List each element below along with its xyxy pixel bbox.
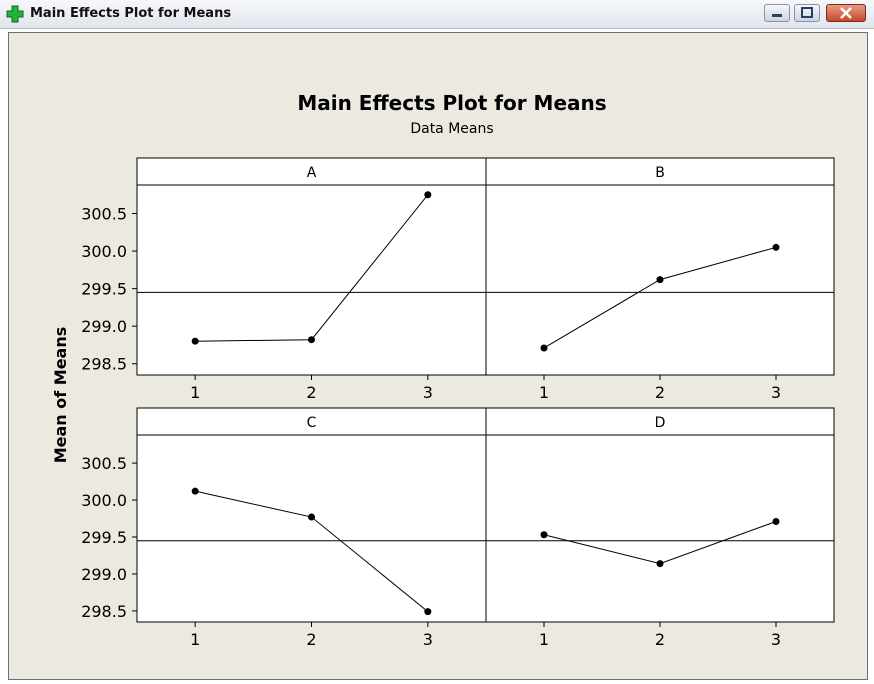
maximize-button[interactable] [794, 4, 820, 22]
x-tick-label: 1 [190, 383, 200, 402]
y-tick-label: 298.5 [81, 602, 127, 621]
y-tick-label: 299.5 [81, 528, 127, 547]
data-point [424, 608, 432, 616]
panel-b: B 1 2 3 [485, 157, 835, 402]
y-tick-label: 298.5 [81, 355, 127, 374]
x-tick-label: 1 [190, 630, 200, 649]
x-tick-label: 2 [655, 383, 665, 402]
panel-c: C 1 2 3 298.5 299.0 299.5 300.0 300.5 [81, 407, 487, 649]
y-tick-label: 300.0 [81, 242, 127, 261]
window-title: Main Effects Plot for Means [30, 6, 232, 21]
y-tick-label: 300.5 [81, 205, 127, 224]
data-point [191, 337, 199, 345]
y-tick-label: 300.0 [81, 491, 127, 510]
x-tick-label: 2 [306, 630, 316, 649]
x-tick-label: 3 [423, 383, 433, 402]
y-tick-label: 299.0 [81, 317, 127, 336]
data-point [540, 344, 548, 352]
panel-label-b: B [655, 165, 665, 181]
panel-grid: A 1 2 3 298.5 299.0 299.5 300.0 300.5 B 1 2 3 C 1 2 3 298… [81, 157, 835, 649]
panel-label-d: D [655, 415, 666, 431]
panel-frame [485, 157, 835, 376]
panel-d: D 1 2 3 [485, 407, 835, 649]
x-tick-label: 1 [539, 383, 549, 402]
panel-label-a: A [307, 165, 317, 181]
green-plus-icon [6, 5, 24, 23]
x-tick-label: 1 [539, 630, 549, 649]
data-point [308, 336, 315, 344]
data-point [656, 560, 664, 568]
minimize-button[interactable] [764, 4, 790, 22]
title-bar[interactable]: Main Effects Plot for Means [0, 0, 874, 29]
close-button[interactable] [826, 4, 866, 22]
x-tick-label: 3 [771, 630, 781, 649]
y-tick-label: 299.0 [81, 565, 127, 584]
x-tick-label: 2 [306, 383, 316, 402]
y-tick-label: 300.5 [81, 454, 127, 473]
x-tick-label: 2 [655, 630, 665, 649]
data-point [308, 513, 315, 521]
data-point [656, 276, 664, 284]
x-tick-label: 3 [423, 630, 433, 649]
data-point [772, 243, 780, 251]
chart-subtitle: Data Means [410, 121, 493, 137]
close-icon [840, 7, 852, 19]
maximize-icon [801, 7, 813, 18]
data-point [191, 487, 199, 495]
panel-frame [485, 407, 835, 623]
minimize-icon [772, 14, 782, 17]
data-point [772, 517, 780, 525]
chart-title: Main Effects Plot for Means [297, 91, 606, 115]
panel-a: A 1 2 3 298.5 299.0 299.5 300.0 300.5 [81, 157, 487, 402]
data-point [540, 531, 548, 539]
y-axis-label: Mean of Means [51, 327, 70, 464]
panel-label-c: C [307, 415, 317, 431]
data-point [424, 191, 432, 199]
x-tick-label: 3 [771, 383, 781, 402]
y-tick-label: 299.5 [81, 280, 127, 299]
